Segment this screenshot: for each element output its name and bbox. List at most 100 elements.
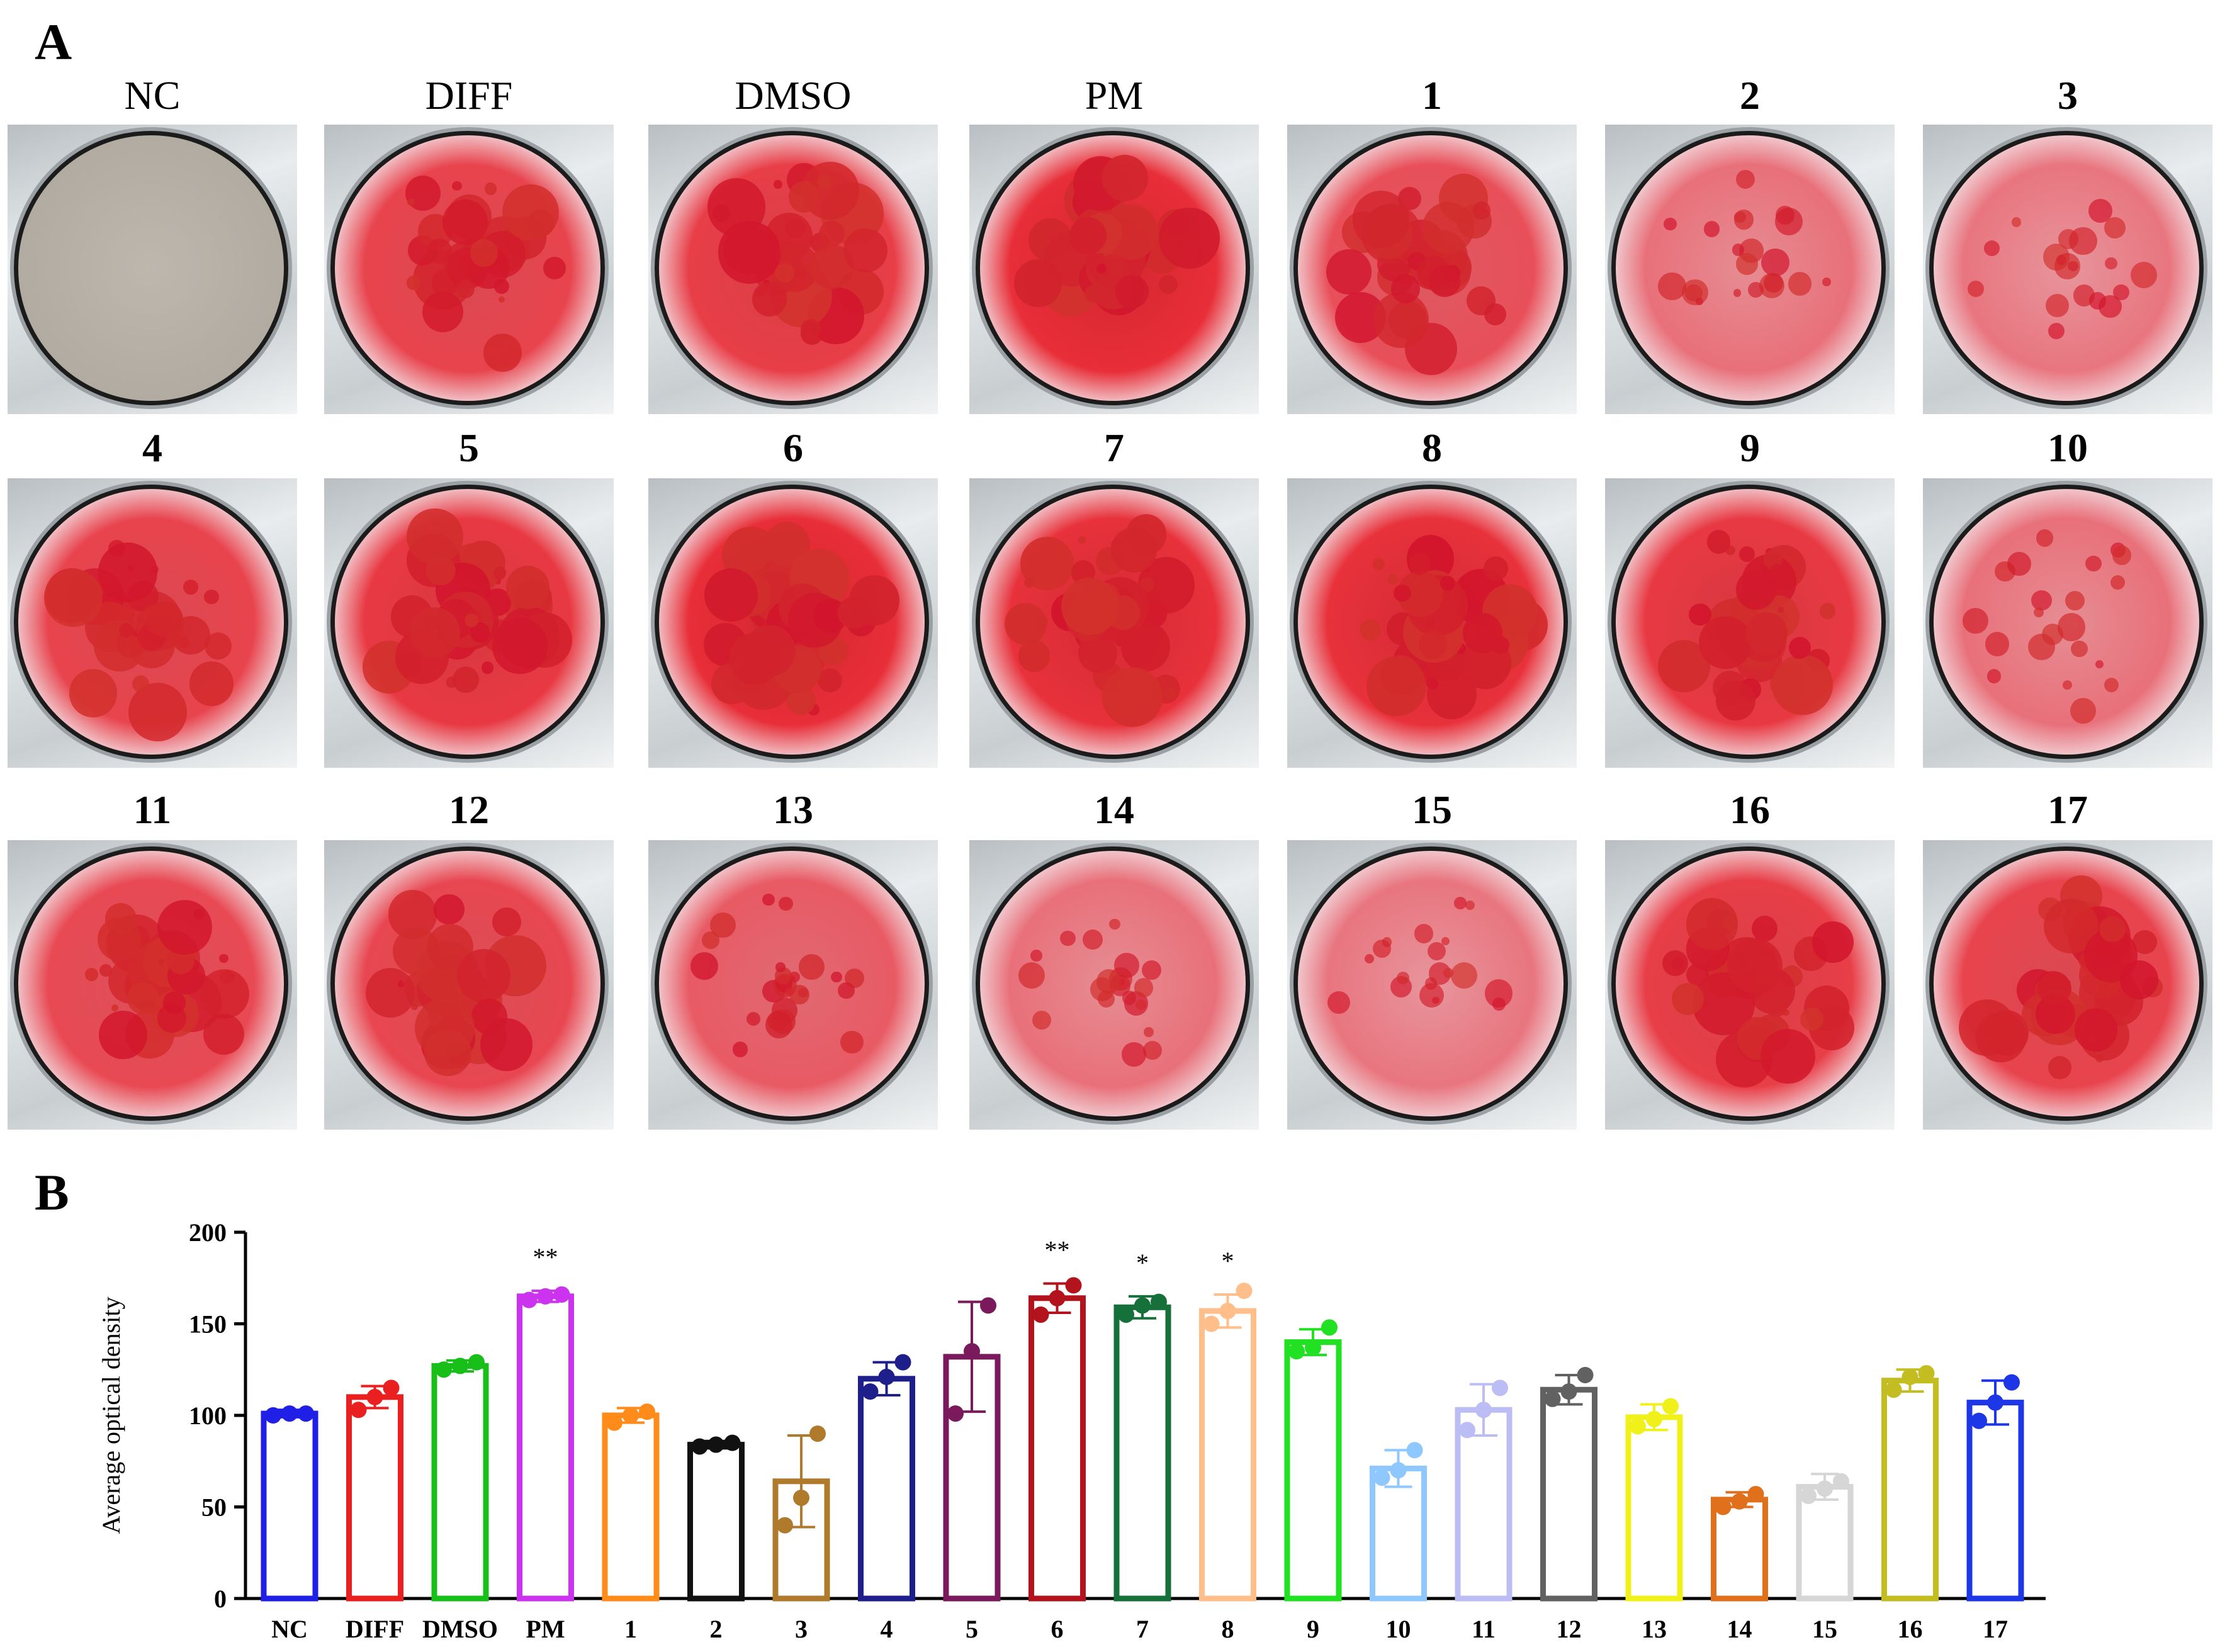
stain-spot	[543, 257, 566, 280]
stain-spot	[470, 239, 498, 267]
stain-spot	[1752, 915, 1778, 941]
bar-1	[602, 1412, 660, 1602]
data-point	[878, 1368, 895, 1385]
stain-spot	[1764, 994, 1788, 1017]
stain-spot	[785, 987, 794, 996]
x-tick-label: 2	[710, 1615, 723, 1643]
stain-spot	[1682, 279, 1708, 306]
bar-pm	[517, 1293, 574, 1602]
stain-spot	[2089, 1036, 2096, 1043]
significance-marker: **	[533, 1243, 558, 1271]
well-plate	[1293, 131, 1568, 405]
stain-spot	[157, 899, 212, 955]
panel-a-label: A	[35, 13, 72, 70]
y-tick-label: 100	[189, 1402, 227, 1430]
stain-spot	[505, 565, 549, 609]
y-tick-label: 150	[189, 1310, 227, 1339]
data-point	[894, 1354, 911, 1371]
stain-spot	[1658, 273, 1686, 301]
well-label-5: 5	[459, 425, 479, 470]
stain-spot	[1373, 558, 1385, 570]
stain-spot	[1004, 602, 1047, 645]
well-plate	[976, 485, 1250, 759]
stain-spot	[1159, 208, 1220, 269]
stain-spot	[427, 238, 452, 264]
data-point	[707, 1436, 724, 1453]
data-point	[1560, 1383, 1577, 1400]
well-plate	[330, 131, 605, 405]
stain-spot	[2037, 971, 2071, 1005]
data-point	[1492, 1379, 1508, 1396]
x-tick-label: PM	[526, 1615, 565, 1643]
stain-spot	[1394, 584, 1411, 602]
x-tick-label: 12	[1557, 1615, 1582, 1643]
well-image-7	[969, 478, 1259, 768]
data-point	[1918, 1365, 1935, 1382]
stain-spot	[484, 182, 497, 195]
stain-spot	[1745, 612, 1788, 655]
x-tick-label: NC	[271, 1615, 308, 1643]
well-image-diff	[324, 125, 614, 414]
x-tick-label: 7	[1136, 1615, 1149, 1643]
stain-spot	[838, 982, 855, 999]
x-tick-label: DMSO	[422, 1615, 498, 1643]
stain-spot	[1441, 937, 1450, 946]
stain-spot	[2065, 591, 2085, 611]
x-tick-label: 16	[1898, 1615, 1923, 1643]
stain-spot	[818, 668, 842, 692]
stain-spot	[98, 1010, 147, 1059]
stain-spot	[843, 228, 887, 273]
stain-spot	[2007, 552, 2031, 576]
stain-spot	[789, 984, 809, 1005]
well-plate	[1611, 485, 1886, 759]
stain-spot	[2095, 660, 2104, 669]
data-point	[809, 1425, 826, 1442]
stain-spot	[1387, 573, 1399, 585]
stain-spot	[1760, 1028, 1816, 1084]
stain-spot	[204, 590, 219, 605]
data-point	[1288, 1343, 1305, 1360]
data-point	[1049, 1290, 1066, 1306]
well-image-11	[8, 840, 297, 1130]
well-plate	[1929, 846, 2204, 1121]
well-image-12	[324, 840, 614, 1130]
stain-spot	[1359, 619, 1381, 641]
stain-spot	[1032, 1011, 1052, 1030]
panel-b-label: B	[35, 1164, 69, 1221]
stain-spot	[743, 624, 796, 677]
bar-chart: 0 50 100 150 200 Average optical density NC DIF…	[97, 1218, 2046, 1643]
data-point	[1321, 1319, 1338, 1336]
bar-12	[1540, 1386, 1597, 1602]
stain-spot	[2028, 634, 2055, 661]
well-image-4	[8, 478, 297, 768]
x-tick-label: DIFF	[346, 1615, 404, 1643]
well-label-16: 16	[1730, 787, 1770, 832]
stain-spot	[1069, 216, 1107, 254]
data-point	[862, 1383, 879, 1400]
stain-spot	[1018, 639, 1051, 672]
stain-spot	[397, 981, 405, 987]
stain-spot	[1023, 577, 1034, 588]
x-tick-label: 14	[1727, 1615, 1752, 1643]
data-point	[2003, 1374, 2020, 1391]
well-plate	[655, 485, 929, 759]
stain-spot	[1716, 680, 1756, 721]
stain-spot	[453, 666, 479, 693]
x-tick-label: 3	[795, 1615, 808, 1643]
data-point	[1715, 1498, 1732, 1515]
stain-spot	[44, 568, 103, 627]
stain-spot	[718, 221, 781, 284]
stain-spot	[2085, 555, 2102, 572]
stain-spot	[1426, 678, 1438, 690]
stain-spot	[1141, 960, 1161, 981]
stain-spot	[1084, 284, 1102, 303]
stain-spot	[1699, 615, 1752, 669]
data-point	[691, 1438, 708, 1455]
well-plate	[14, 485, 288, 759]
stain-spot	[762, 893, 775, 906]
data-point	[1902, 1368, 1919, 1385]
stain-spot	[1018, 962, 1045, 989]
stain-spot	[492, 907, 522, 936]
data-point	[1833, 1473, 1849, 1490]
